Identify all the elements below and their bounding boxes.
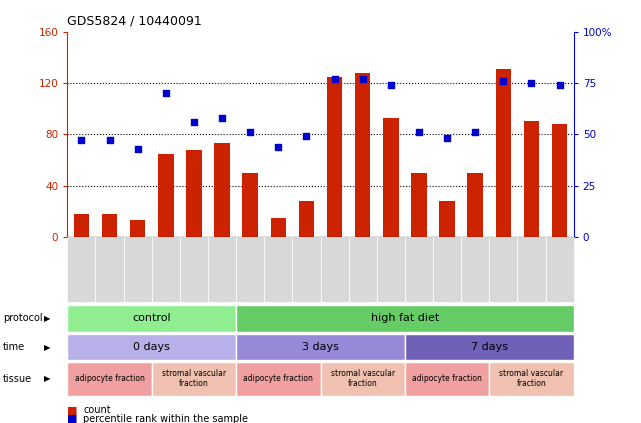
Bar (552, 124, 567, 237)
Text: 3 days: 3 days (302, 342, 339, 352)
Bar (102, 214, 117, 237)
Point (161, 90, 171, 97)
Point (526, 80, 537, 86)
Text: percentile rank within the sample: percentile rank within the sample (83, 414, 248, 423)
Bar (327, 77, 342, 237)
Bar (242, 173, 258, 237)
Point (245, 129, 255, 136)
Point (301, 133, 312, 140)
Point (76, 137, 87, 144)
Point (104, 137, 115, 144)
Text: ▶: ▶ (44, 314, 50, 323)
Point (554, 82, 565, 88)
Text: 7 days: 7 days (470, 342, 508, 352)
Bar (524, 121, 539, 237)
Text: ■: ■ (67, 405, 78, 415)
Point (498, 77, 508, 84)
Text: time: time (3, 342, 26, 352)
Text: 0 days: 0 days (133, 342, 170, 352)
Point (470, 129, 480, 136)
Text: ▶: ▶ (44, 374, 50, 383)
Bar (271, 218, 286, 237)
Bar (355, 73, 370, 237)
Bar (214, 143, 229, 237)
Bar (439, 201, 455, 237)
Text: ▶: ▶ (44, 343, 50, 352)
Text: stromal vascular
fraction: stromal vascular fraction (499, 369, 563, 388)
Bar (412, 173, 427, 237)
Point (188, 118, 199, 125)
Bar (158, 154, 174, 237)
Bar (299, 201, 314, 237)
Text: adipocyte fraction: adipocyte fraction (74, 374, 144, 383)
Point (386, 82, 396, 88)
Text: count: count (83, 405, 111, 415)
Bar (467, 173, 483, 237)
Bar (130, 220, 146, 237)
Text: protocol: protocol (3, 313, 43, 323)
Point (442, 135, 453, 142)
Point (133, 145, 143, 152)
Point (273, 143, 283, 150)
Text: ■: ■ (67, 414, 78, 423)
Point (414, 129, 424, 136)
Text: adipocyte fraction: adipocyte fraction (244, 374, 313, 383)
Point (358, 76, 368, 82)
Point (217, 115, 227, 121)
Bar (74, 214, 89, 237)
Text: GDS5824 / 10440091: GDS5824 / 10440091 (67, 15, 202, 28)
Text: stromal vascular
fraction: stromal vascular fraction (331, 369, 395, 388)
Text: tissue: tissue (3, 374, 32, 384)
Text: control: control (133, 313, 171, 323)
Bar (383, 118, 399, 237)
Text: stromal vascular
fraction: stromal vascular fraction (162, 369, 226, 388)
Bar (495, 69, 511, 237)
Bar (186, 150, 202, 237)
Text: high fat diet: high fat diet (370, 313, 439, 323)
Point (329, 76, 340, 82)
Text: adipocyte fraction: adipocyte fraction (412, 374, 482, 383)
